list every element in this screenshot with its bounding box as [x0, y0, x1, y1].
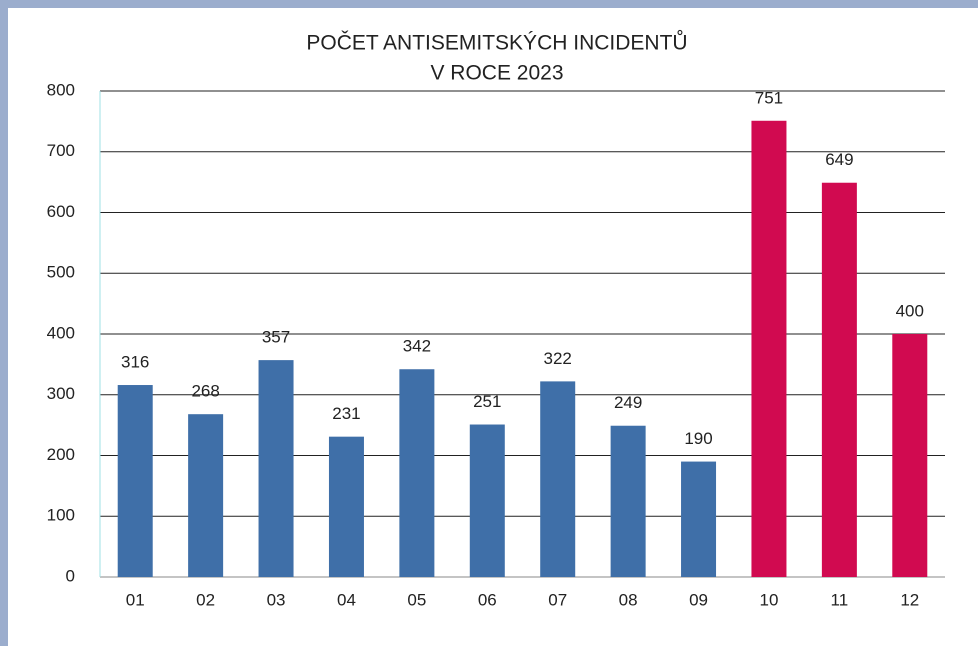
x-tick-label: 11 [831, 590, 849, 609]
frame-left [0, 0, 8, 646]
value-label: 249 [614, 393, 642, 412]
y-tick-label: 600 [47, 202, 75, 221]
value-label: 316 [121, 353, 149, 372]
bar [751, 120, 787, 577]
y-tick-label: 400 [47, 323, 75, 342]
y-tick-label: 100 [47, 506, 75, 525]
value-label: 322 [544, 349, 572, 368]
value-label: 268 [191, 382, 219, 401]
y-tick-label: 300 [47, 384, 75, 403]
bar [540, 381, 576, 577]
value-label: 342 [403, 337, 431, 356]
bar [258, 360, 294, 577]
bar [328, 436, 364, 577]
bar [892, 334, 928, 577]
x-tick-label: 06 [478, 590, 497, 609]
x-tick-label: 03 [267, 590, 286, 609]
x-tick-label: 12 [900, 590, 919, 609]
x-tick-label: 10 [759, 590, 778, 609]
x-tick-label: 02 [196, 590, 215, 609]
value-label: 251 [473, 392, 501, 411]
y-tick-label: 800 [47, 80, 75, 99]
bar [117, 385, 153, 577]
chart-title: POČET ANTISEMITSKÝCH INCIDENTŮ [306, 31, 687, 55]
x-tick-label: 09 [689, 590, 708, 609]
y-tick-label: 0 [66, 566, 75, 585]
y-tick-label: 500 [47, 263, 75, 282]
x-tick-label: 04 [337, 590, 356, 609]
value-label: 190 [684, 429, 712, 448]
value-label: 649 [825, 150, 853, 169]
y-tick-label: 200 [47, 445, 75, 464]
x-tick-label: 08 [619, 590, 638, 609]
value-label: 400 [896, 301, 924, 320]
bar [610, 425, 646, 577]
value-label: 231 [332, 404, 360, 423]
chart-title: V ROCE 2023 [430, 62, 563, 85]
bar [821, 182, 857, 578]
value-label: 751 [755, 88, 783, 107]
bar [469, 424, 505, 577]
x-tick-label: 05 [407, 590, 426, 609]
bar [188, 414, 224, 577]
x-tick-label: 07 [548, 590, 567, 609]
bar [399, 369, 435, 577]
frame-top [0, 0, 978, 8]
value-label: 357 [262, 328, 290, 347]
x-tick-label: 01 [126, 590, 145, 609]
bar [681, 461, 717, 577]
y-tick-label: 700 [47, 141, 75, 160]
